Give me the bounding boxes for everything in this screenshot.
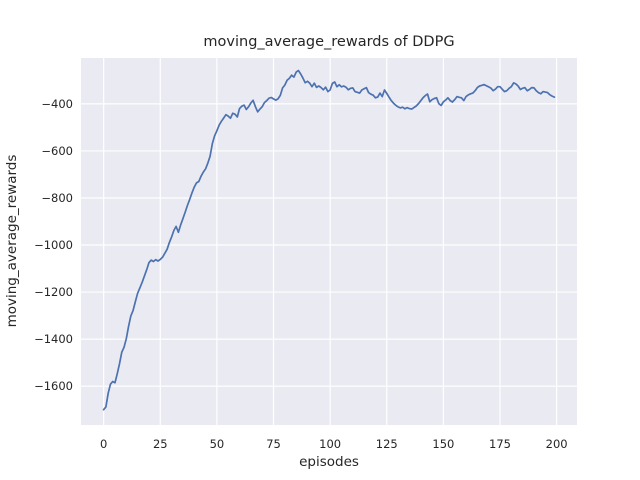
x-tick-label: 150 (432, 437, 454, 451)
chart-title: moving_average_rewards of DDPG (203, 34, 454, 50)
plot-area (81, 58, 577, 425)
x-tick-label: 50 (210, 437, 225, 451)
y-tick-label: −1200 (34, 285, 73, 299)
y-tick-label: −400 (41, 97, 73, 111)
x-tick-label: 0 (100, 437, 107, 451)
y-tick-label: −1600 (34, 379, 73, 393)
x-tick-label: 200 (546, 437, 568, 451)
x-tick-label: 175 (489, 437, 511, 451)
x-tick-label: 100 (319, 437, 341, 451)
y-axis-label: moving_average_rewards (4, 155, 20, 328)
y-tick-label: −1400 (34, 332, 73, 346)
x-tick-label: 125 (376, 437, 398, 451)
y-tick-label: −600 (41, 144, 73, 158)
y-tick-label: −1000 (34, 238, 73, 252)
plot-layer: 0 25 50 75 100 125 150 175 200 −400 −600 −800 −1000 −… (34, 58, 577, 451)
x-axis-label: episodes (299, 454, 359, 470)
ddpg-reward-line (102, 69, 556, 411)
x-tick-label: 25 (153, 437, 168, 451)
x-tick-label: 75 (266, 437, 281, 451)
y-tick-label: −800 (41, 191, 73, 205)
